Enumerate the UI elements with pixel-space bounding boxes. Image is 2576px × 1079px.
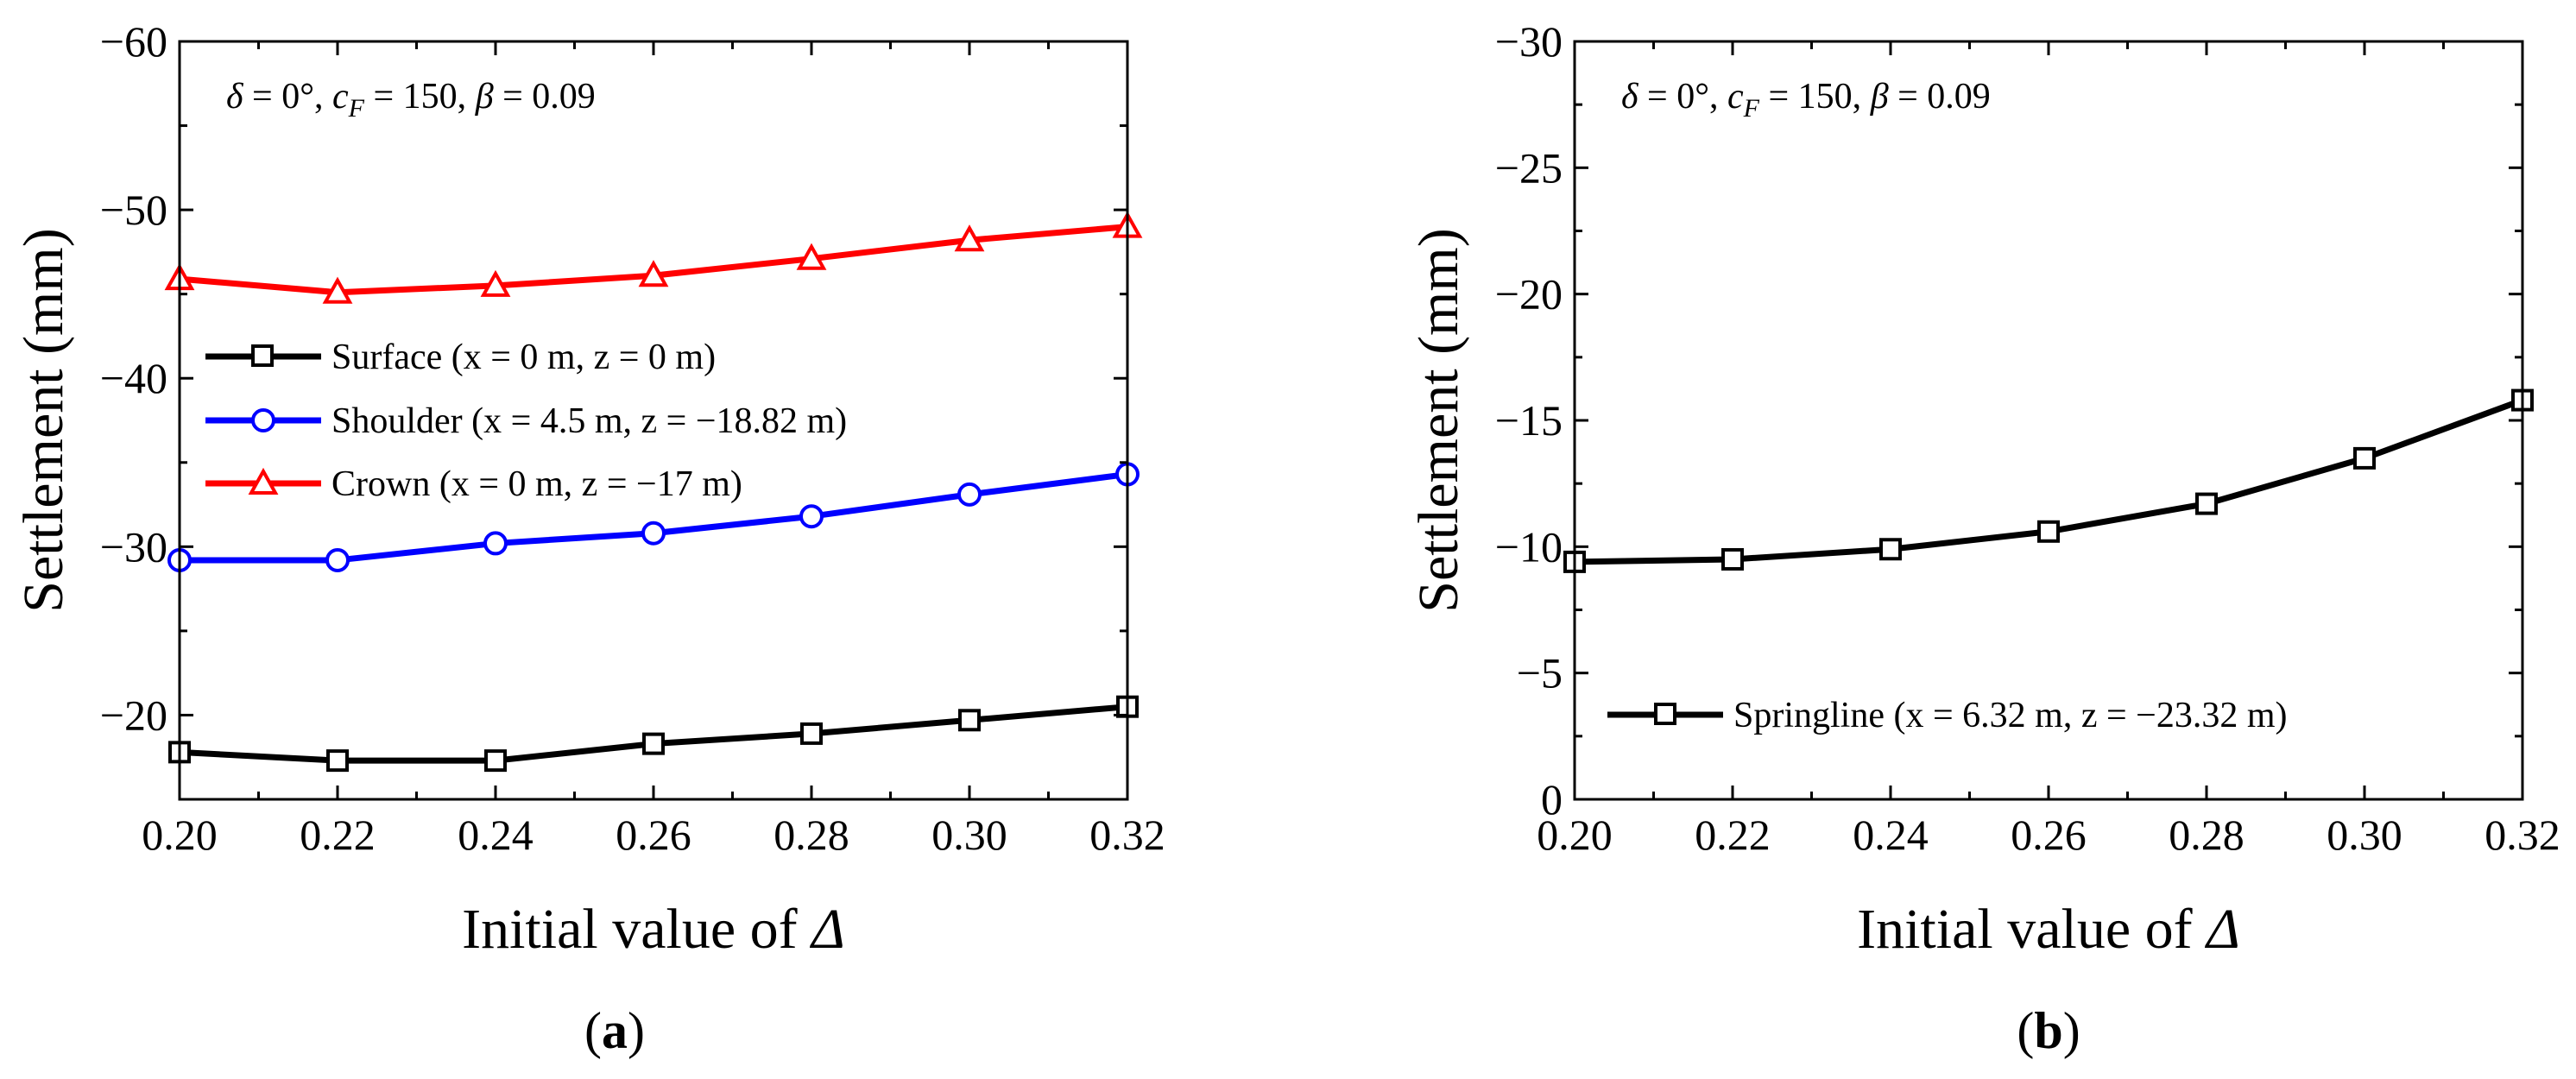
annot-beta-val-a: = 0.09 — [494, 77, 596, 117]
data-point-springline — [2353, 446, 2376, 470]
data-point-shoulder — [325, 547, 350, 572]
y-tick-label: −30 — [1495, 17, 1563, 66]
annot-c-sub-b: F — [1743, 94, 1760, 123]
data-point-shoulder — [483, 531, 508, 556]
plot-area-b — [1563, 388, 2534, 573]
data-point-springline — [2195, 492, 2218, 515]
y-axis-label-a: Settlement (mm) — [12, 228, 75, 612]
x-tick-label: 0.24 — [1853, 811, 1929, 859]
x-axis-label-text-b: Initial value of — [1857, 898, 2207, 961]
x-tick-label: 0.26 — [616, 811, 691, 859]
x-axis-label-symbol-a: Δ — [809, 898, 845, 961]
data-point-springline — [2037, 520, 2060, 543]
data-point-crown — [638, 260, 669, 287]
annot-c-b: c — [1727, 77, 1744, 117]
legend-marker-springline — [1654, 703, 1676, 725]
annot-delta-val-b: = 0°, — [1638, 77, 1727, 117]
data-point-springline — [1721, 547, 1744, 571]
y-tick-label: 0 — [1541, 775, 1563, 823]
annot-delta-val-a: = 0°, — [243, 77, 332, 117]
x-tick-label: 0.32 — [1089, 811, 1165, 859]
data-point-shoulder — [641, 521, 666, 546]
x-tick-label: 0.22 — [1695, 811, 1771, 859]
legend-item-crown: Crown (x = 0 m, z = −17 m) — [205, 464, 742, 504]
panel-label-b: (b) — [2017, 1002, 2080, 1059]
y-tick-label: −25 — [1495, 143, 1563, 192]
x-tick-label: 0.24 — [458, 811, 534, 859]
x-tick-label: 0.26 — [2011, 811, 2087, 859]
x-tick-label: 0.32 — [2484, 811, 2560, 859]
x-tick-label: 0.20 — [1537, 811, 1613, 859]
y-tick-label: −20 — [100, 691, 167, 739]
annot-delta-b: δ — [1621, 77, 1639, 117]
data-point-crown — [322, 276, 353, 304]
plot-area-a — [164, 211, 1143, 773]
y-tick-label: −15 — [1495, 396, 1563, 445]
annot-delta-a: δ — [226, 77, 244, 117]
annot-c-sub-a: F — [348, 94, 365, 123]
y-axis-label-b: Settlement (mm) — [1407, 228, 1470, 612]
legend-b: Springline (x = 6.32 m, z = −23.32 m) — [1607, 696, 2288, 735]
y-tick-label: −60 — [100, 17, 167, 66]
data-point-surface — [958, 709, 981, 732]
y-tick-label: −50 — [100, 186, 167, 234]
legend-item-shoulder: Shoulder (x = 4.5 m, z = −18.82 m) — [205, 401, 847, 441]
y-tick-label: −20 — [1495, 270, 1563, 319]
x-tick-label: 0.22 — [300, 811, 376, 859]
legend-label-surface: Surface (x = 0 m, z = 0 m) — [331, 338, 716, 377]
legend-a: Surface (x = 0 m, z = 0 m) Shoulder (x =… — [205, 338, 847, 504]
data-point-crown — [954, 224, 985, 252]
legend-marker-surface — [251, 344, 274, 367]
x-axis-label-text-a: Initial value of — [462, 898, 811, 961]
data-point-surface — [642, 732, 665, 755]
panel-label-a: (a) — [584, 1002, 645, 1059]
x-axis-label-a: Initial value of Δ — [462, 898, 845, 961]
x-axis-label-b: Initial value of Δ — [1857, 898, 2240, 961]
annot-c-val-b: = 150, — [1759, 77, 1871, 117]
x-tick-label: 0.30 — [931, 811, 1007, 859]
annot-beta-val-b: = 0.09 — [1889, 77, 1991, 117]
annotation-a: δ = 0°, cF = 150, β = 0.09 — [226, 77, 596, 123]
panel-a: 0.20 0.22 0.24 0.26 0.28 0.30 0.32 −20 −30 −40 −50… — [12, 17, 1165, 1059]
data-point-shoulder — [799, 504, 824, 529]
y-tick-label: −5 — [1517, 649, 1563, 697]
axes-frame-b — [1573, 40, 2524, 801]
data-point-crown — [480, 269, 511, 297]
data-point-surface — [800, 722, 823, 745]
legend-marker-shoulder — [251, 408, 275, 432]
panel-label-b-letter: b — [2034, 1002, 2062, 1059]
annot-beta-a: β — [475, 77, 494, 117]
annotation-b: δ = 0°, cF = 150, β = 0.09 — [1621, 77, 1991, 123]
legend-item-springline: Springline (x = 6.32 m, z = −23.32 m) — [1607, 696, 2288, 735]
annot-c-val-a: = 150, — [364, 77, 476, 117]
x-tick-label: 0.20 — [142, 811, 218, 859]
legend-label-springline: Springline (x = 6.32 m, z = −23.32 m) — [1733, 696, 2288, 735]
x-axis-label-symbol-b: Δ — [2204, 898, 2240, 961]
data-point-surface — [326, 749, 349, 773]
legend-label-crown: Crown (x = 0 m, z = −17 m) — [331, 464, 742, 504]
data-point-springline — [1879, 538, 1902, 561]
panel-b: 0.20 0.22 0.24 0.26 0.28 0.30 0.32 0 −5 −10 −15 −20… — [1407, 17, 2560, 1059]
data-point-shoulder — [957, 482, 982, 507]
x-tick-label: 0.30 — [2327, 811, 2402, 859]
data-point-crown — [796, 243, 827, 270]
y-tick-label: −40 — [100, 354, 167, 402]
axis-ticks-b: 0.20 0.22 0.24 0.26 0.28 0.30 0.32 0 −5 −10 −15 −20… — [1495, 17, 2560, 859]
y-tick-label: −10 — [1495, 522, 1563, 571]
data-point-surface — [484, 749, 507, 773]
legend-marker-crown — [248, 467, 279, 495]
legend-item-surface: Surface (x = 0 m, z = 0 m) — [205, 338, 716, 377]
x-tick-label: 0.28 — [773, 811, 849, 859]
panel-label-a-letter: a — [602, 1002, 628, 1059]
annot-c-a: c — [332, 77, 349, 117]
x-tick-label: 0.28 — [2169, 811, 2245, 859]
legend-label-shoulder: Shoulder (x = 4.5 m, z = −18.82 m) — [331, 401, 847, 441]
annot-beta-b: β — [1870, 77, 1889, 117]
axis-ticks-a: 0.20 0.22 0.24 0.26 0.28 0.30 0.32 −20 −30 −40 −50… — [100, 17, 1165, 859]
y-tick-label: −30 — [100, 522, 167, 571]
